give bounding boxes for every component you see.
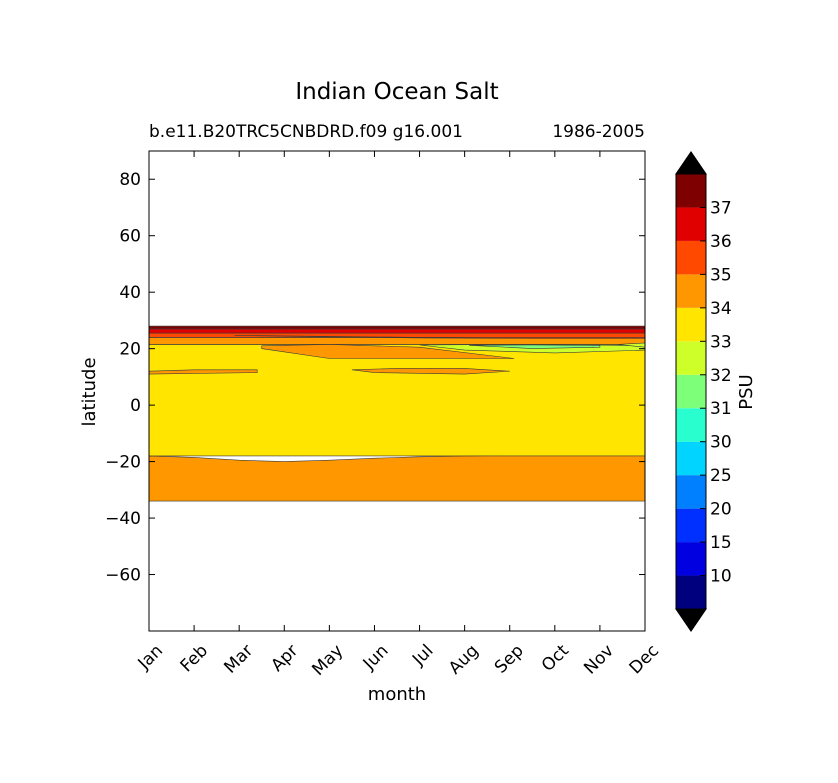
y-axis-label: latitude [79, 357, 100, 426]
contour-patch [351, 368, 510, 375]
contour-patch [469, 344, 601, 349]
y-tick-label: 60 [119, 227, 141, 247]
colorbar-segment [676, 240, 706, 275]
y-tick-label: −40 [105, 509, 141, 529]
colorbar-tick-label: 25 [710, 466, 732, 486]
colorbar-tick-label: 30 [710, 433, 732, 453]
case-label: b.e11.B20TRC5CNBDRD.f09 g16.001 [149, 122, 463, 142]
y-tick-label: 80 [119, 170, 141, 190]
colorbar-outline [675, 151, 707, 632]
y-tick-label: −20 [105, 453, 141, 473]
colorbar-tick-label: 20 [710, 500, 732, 520]
colorbar-tick-label: 37 [710, 198, 732, 218]
chart-title: Indian Ocean Salt [295, 79, 498, 105]
contour-patch [234, 335, 646, 339]
colorbar-tick-label: 32 [710, 366, 732, 386]
colorbar-segment [676, 341, 706, 375]
contour-band [148, 344, 646, 457]
y-tick-label: 40 [119, 283, 141, 303]
contour-band [148, 332, 646, 338]
colorbar-segment [676, 542, 706, 576]
contour-patch [261, 344, 515, 359]
colorbar-segment [676, 408, 706, 442]
colorbar-tick-label: 15 [710, 533, 732, 553]
contour-band [148, 328, 646, 334]
colorbar-tick-label: 33 [710, 332, 732, 352]
colorbar-segment [676, 441, 706, 476]
colorbar-tick-label: 36 [710, 232, 732, 252]
colorbar-tick-label: 35 [710, 265, 732, 285]
colorbar-tick-label: 31 [710, 399, 732, 419]
colorbar-segment [676, 475, 706, 509]
x-axis-label: month [368, 684, 426, 705]
y-tick-label: 20 [119, 340, 141, 360]
plot-area: Jan Feb Mar Apr May Jun Jul Aug Sep Oct Nov Dec8060… [105, 150, 663, 680]
colorbar: 10 15 20 25 30 31 32 33 34 35 36 37 [675, 151, 732, 632]
contour-band [148, 325, 646, 330]
colorbar-segment [676, 174, 706, 208]
colorbar-label: PSU [736, 374, 757, 409]
colorbar-tick-label: 10 [710, 567, 732, 587]
colorbar-segment [676, 508, 706, 543]
period-label: 1986-2005 [552, 122, 645, 142]
contour-band [148, 455, 646, 502]
y-tick-label: 0 [130, 396, 141, 416]
colorbar-segment [676, 307, 706, 342]
colorbar-segment [676, 207, 706, 241]
y-tick-label: −60 [105, 566, 141, 586]
colorbar-segment [676, 575, 706, 609]
plot-frame [148, 150, 646, 632]
colorbar-segment [676, 374, 706, 409]
colorbar-segment [676, 274, 706, 308]
colorbar-tick-label: 34 [710, 299, 732, 319]
